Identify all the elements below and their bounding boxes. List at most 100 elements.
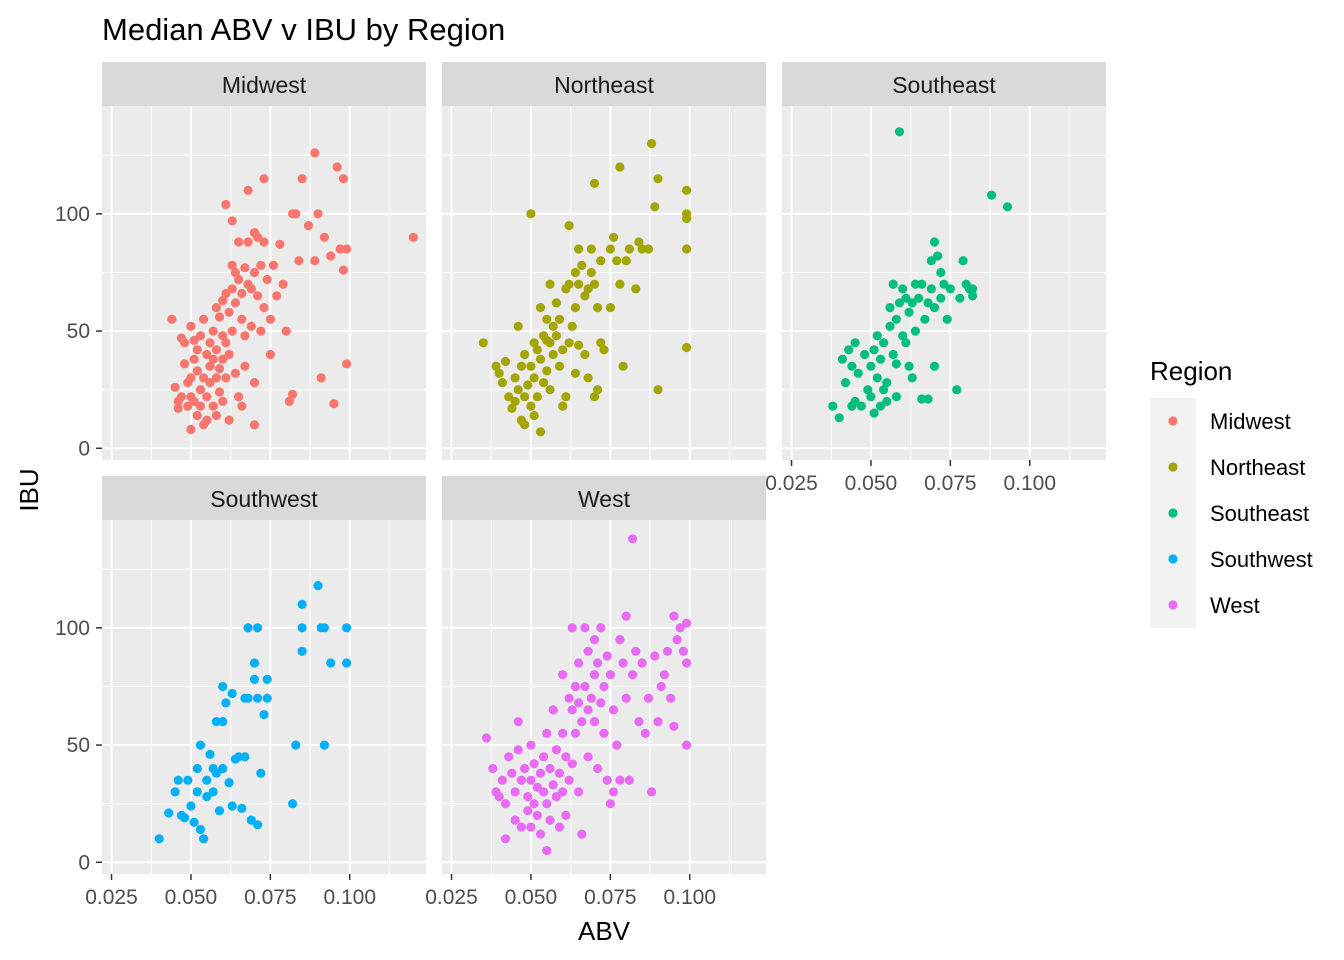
- data-point-midwest: [214, 312, 225, 322]
- data-point-west: [516, 822, 527, 832]
- data-point-southeast: [910, 326, 921, 336]
- data-point-west: [634, 717, 644, 727]
- plot-background-northeast: [442, 106, 766, 460]
- data-point-northeast: [567, 321, 577, 331]
- data-point-northeast: [589, 279, 600, 289]
- data-point-southeast: [942, 314, 952, 324]
- data-point-northeast: [574, 279, 584, 289]
- data-point-west: [653, 717, 663, 727]
- data-point-southeast: [850, 338, 860, 348]
- data-point-west: [542, 799, 552, 809]
- data-point-southeast: [910, 279, 921, 289]
- data-point-midwest: [214, 387, 225, 397]
- data-point-west: [551, 792, 562, 802]
- data-point-northeast: [529, 373, 539, 383]
- data-point-southeast: [907, 373, 917, 383]
- data-point-west: [602, 775, 612, 785]
- data-point-northeast: [621, 256, 631, 266]
- data-point-northeast: [507, 403, 517, 413]
- data-point-southwest: [180, 813, 190, 823]
- data-point-west: [682, 658, 692, 668]
- data-point-west: [599, 728, 609, 738]
- data-point-southeast: [891, 359, 902, 369]
- data-point-west: [605, 670, 616, 680]
- data-point-midwest: [202, 415, 212, 425]
- data-point-southeast: [917, 394, 927, 404]
- data-point-west: [567, 623, 577, 633]
- data-point-midwest: [218, 296, 228, 306]
- data-point-southwest: [288, 799, 298, 809]
- data-point-southwest: [170, 787, 180, 797]
- data-point-midwest: [192, 345, 202, 355]
- data-point-southwest: [202, 775, 212, 785]
- data-point-northeast: [593, 303, 603, 313]
- data-point-midwest: [227, 284, 237, 294]
- data-point-northeast: [523, 380, 533, 390]
- data-point-west: [669, 611, 679, 621]
- x-tick-label: 0.075: [244, 886, 297, 909]
- data-point-west: [539, 752, 549, 762]
- data-point-midwest: [313, 209, 323, 219]
- data-point-midwest: [259, 303, 269, 313]
- data-point-northeast: [529, 338, 539, 348]
- data-point-southwest: [297, 599, 307, 610]
- data-point-northeast: [577, 260, 587, 270]
- data-point-west: [510, 787, 520, 797]
- data-point-southwest: [218, 763, 228, 774]
- data-point-west: [628, 670, 638, 680]
- data-point-west: [615, 635, 625, 645]
- data-point-southwest: [173, 775, 183, 785]
- data-point-midwest: [205, 361, 215, 371]
- data-point-southeast: [837, 354, 848, 364]
- data-point-southeast: [879, 385, 889, 395]
- x-tick-label: 0.050: [845, 472, 898, 495]
- data-point-west: [682, 618, 692, 628]
- legend-label-northeast: Northeast: [1210, 455, 1305, 480]
- data-point-west: [561, 752, 571, 762]
- data-point-southeast: [923, 298, 933, 308]
- data-point-northeast: [564, 338, 574, 348]
- data-point-southwest: [192, 763, 202, 774]
- data-point-southeast: [894, 127, 905, 137]
- data-point-midwest: [246, 284, 256, 294]
- legend-key-southeast: [1168, 508, 1178, 518]
- data-point-northeast: [513, 321, 523, 331]
- data-point-northeast: [526, 401, 536, 411]
- data-point-west: [586, 693, 596, 703]
- data-point-midwest: [183, 401, 193, 411]
- data-point-southwest: [249, 658, 260, 668]
- data-point-midwest: [205, 338, 215, 348]
- data-point-midwest: [246, 321, 256, 331]
- data-point-northeast: [561, 392, 571, 402]
- data-point-midwest: [195, 385, 206, 395]
- data-point-southwest: [243, 693, 253, 703]
- data-point-midwest: [338, 265, 348, 275]
- data-point-northeast: [545, 385, 555, 395]
- data-point-west: [526, 822, 536, 832]
- data-point-west: [529, 799, 539, 809]
- data-point-midwest: [297, 174, 307, 184]
- data-point-midwest: [240, 361, 250, 371]
- data-point-west: [580, 681, 590, 692]
- data-point-southeast: [828, 401, 838, 411]
- data-point-west: [643, 693, 654, 703]
- data-point-southeast: [885, 303, 895, 313]
- data-point-midwest: [211, 373, 221, 383]
- data-point-southeast: [952, 385, 962, 395]
- data-point-midwest: [326, 251, 336, 261]
- strip-southwest: [102, 476, 426, 520]
- data-point-midwest: [256, 260, 266, 270]
- data-point-northeast: [520, 392, 530, 402]
- data-point-southeast: [888, 279, 898, 289]
- data-point-northeast: [526, 209, 536, 219]
- data-point-northeast: [650, 202, 660, 212]
- data-point-midwest: [253, 291, 263, 301]
- data-point-northeast: [624, 244, 635, 254]
- data-point-midwest: [284, 396, 294, 406]
- data-point-southeast: [872, 373, 882, 383]
- data-point-west: [608, 705, 619, 715]
- data-point-midwest: [249, 420, 260, 430]
- data-point-west: [574, 787, 584, 797]
- data-point-west: [656, 681, 666, 692]
